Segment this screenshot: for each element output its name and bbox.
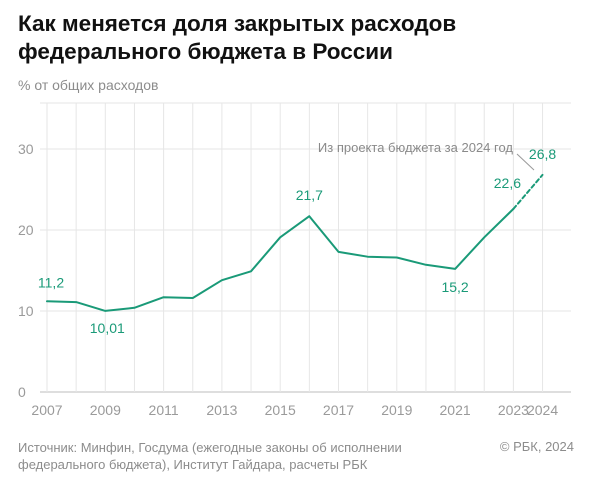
source-note-line1: Источник: Минфин, Госдума (ежегодные зак…	[18, 440, 402, 455]
y-tick-label: 0	[18, 384, 26, 400]
x-tick-label: 2024	[527, 402, 558, 418]
x-tick-label: 2007	[31, 402, 62, 418]
data-label: 22,6	[494, 175, 521, 191]
data-label: 10,01	[90, 320, 125, 336]
source-note: Источник: Минфин, Госдума (ежегодные зак…	[18, 439, 458, 473]
data-label: 21,7	[296, 187, 323, 203]
annotation-text: Из проекта бюджета за 2024 год	[318, 140, 514, 155]
data-label: 11,2	[38, 274, 64, 290]
x-tick-label: 2019	[381, 402, 412, 418]
copyright: © РБК, 2024	[499, 439, 574, 454]
data-label: 26,8	[529, 146, 556, 162]
x-tick-label: 2023	[498, 402, 529, 418]
y-tick-label: 20	[18, 222, 34, 238]
y-axis-ticks: 0 10 20 30	[18, 141, 34, 400]
y-tick-label: 30	[18, 141, 34, 157]
annotation-group: Из проекта бюджета за 2024 год	[318, 140, 535, 171]
chart-title: Как меняется доля закрытых расходов феде…	[18, 10, 578, 66]
data-labels: 11,2 10,01 21,7 15,2 22,6 26,8	[38, 146, 556, 336]
x-tick-label: 2011	[149, 402, 179, 418]
chart-title-line1: Как меняется доля закрытых расходов	[18, 11, 457, 36]
x-tick-label: 2009	[90, 402, 121, 418]
y-tick-label: 10	[18, 303, 34, 319]
x-tick-label: 2017	[323, 402, 354, 418]
chart-grid	[40, 102, 571, 393]
x-tick-label: 2015	[265, 402, 296, 418]
x-tick-label: 2021	[440, 402, 471, 418]
y-axis-unit-label: % от общих расходов	[18, 77, 159, 93]
source-note-line2: федерального бюджета), Институт Гайдара,…	[18, 457, 368, 472]
series-lines	[46, 173, 544, 312]
x-tick-label: 2013	[206, 402, 237, 418]
annotation-leader	[516, 153, 535, 171]
forecast-line	[512, 173, 544, 210]
chart-title-line2: федерального бюджета в России	[18, 39, 393, 64]
data-label: 15,2	[441, 279, 468, 295]
series-line	[46, 207, 515, 312]
